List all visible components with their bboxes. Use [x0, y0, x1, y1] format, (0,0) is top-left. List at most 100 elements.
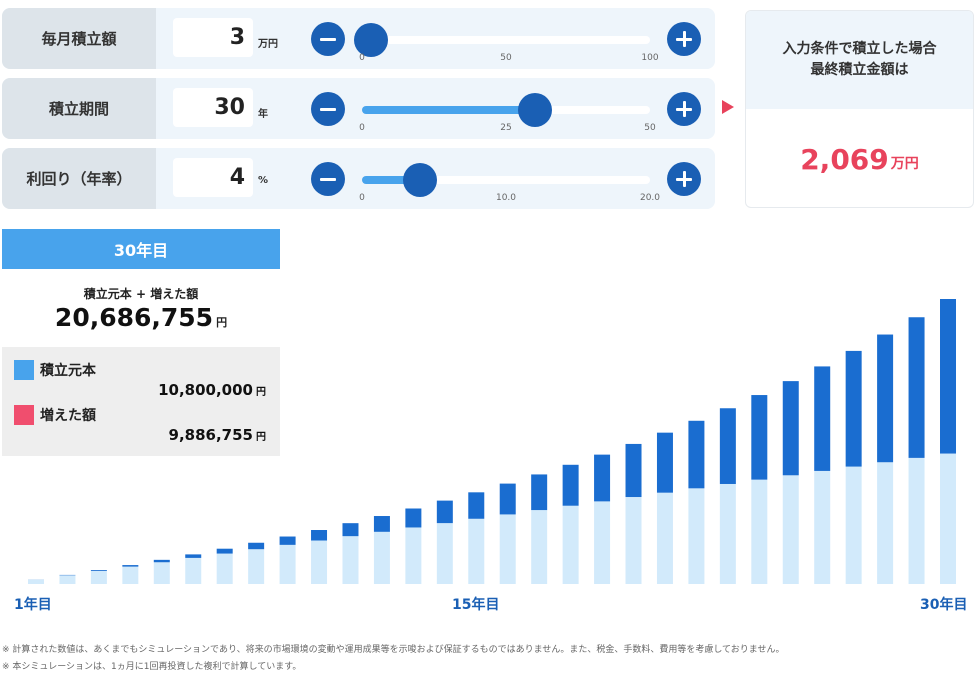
result-box: 入力条件で積立した場合 最終積立金額は 2,069 万円 [745, 10, 974, 208]
monthly-amount-input[interactable]: 3 [173, 18, 253, 57]
x-label-first: 1年目 [14, 597, 52, 613]
bar-principal-19 [594, 501, 611, 584]
arrow-right-icon [722, 100, 734, 114]
bar-principal-23 [719, 483, 736, 584]
bar-principal-14 [436, 523, 453, 584]
yield-minus-button[interactable] [311, 162, 345, 196]
gain-value-number: 9,886,755 [168, 426, 253, 444]
period-input[interactable]: 30 [173, 88, 253, 127]
bar-principal-27 [845, 466, 862, 584]
bar-gain-26 [814, 366, 831, 471]
bar-principal-22 [688, 488, 705, 584]
summary-total-value: 20,686,755 [54, 303, 214, 332]
bar-principal-3 [90, 570, 107, 584]
bar-gain-8 [248, 542, 265, 550]
bar-gain-28 [877, 334, 894, 463]
bar-gain-18 [562, 464, 579, 506]
monthly-amount-slider-thumb[interactable] [353, 23, 388, 57]
result-heading-line1: 入力条件で積立した場合 [782, 41, 937, 57]
period-slider-thumb[interactable] [517, 93, 552, 127]
bar-principal-7 [216, 553, 233, 584]
yield-unit: % [258, 175, 269, 186]
bar-gain-6 [185, 554, 202, 558]
summary-total-unit: 円 [216, 316, 228, 329]
monthly-amount-minus-button[interactable] [311, 22, 345, 56]
period-plus-button[interactable] [667, 92, 701, 126]
year-summary-panel: 30年目 積立元本 + 増えた額 20,686,755 円 積立元本 10,800… [2, 229, 280, 456]
bar-gain-10 [311, 530, 328, 541]
minus-icon [320, 37, 336, 41]
gain-value-unit: 円 [256, 432, 266, 443]
bar-principal-11 [342, 536, 359, 584]
x-label-last: 30年目 [920, 597, 968, 613]
period-tick-mid: 25 [500, 123, 512, 133]
yield-slider[interactable] [362, 163, 650, 197]
bar-gain-23 [719, 408, 736, 484]
bar-principal-4 [122, 566, 139, 584]
bar-principal-29 [908, 457, 925, 584]
yield-tick-min: 0 [359, 193, 365, 203]
bar-principal-28 [877, 462, 894, 584]
calculation-note: ※ 本シミュレーションは、1ヵ月に1回再投資した複利で計算しています。 [2, 662, 302, 672]
bar-gain-7 [216, 548, 233, 554]
gain-legend-swatch [14, 405, 34, 425]
principal-legend-swatch [14, 360, 34, 380]
bar-gain-24 [751, 395, 768, 480]
plus-icon-vertical [682, 171, 686, 187]
period-row: 積立期間 30 年 0 25 50 [2, 78, 715, 139]
principal-legend-label: 積立元本 [40, 363, 96, 379]
bar-principal-25 [782, 475, 799, 584]
monthly-amount-plus-button[interactable] [667, 22, 701, 56]
summary-total: 20,686,755 円 [2, 303, 280, 332]
bar-principal-13 [405, 527, 422, 584]
bar-gain-9 [279, 536, 296, 545]
bar-principal-21 [656, 492, 673, 584]
summary-total-label: 積立元本 + 増えた額 [83, 287, 199, 301]
monthly-amount-tick-max: 100 [641, 53, 659, 63]
monthly-amount-unit: 万円 [258, 39, 278, 50]
bar-gain-16 [499, 483, 516, 515]
bar-gain-14 [436, 500, 453, 524]
bar-gain-12 [373, 516, 390, 532]
yield-input[interactable]: 4 [173, 158, 253, 197]
monthly-amount-tick-min: 0 [359, 53, 365, 63]
yield-tick-max: 20.0 [639, 193, 661, 203]
yield-label: 利回り（年率） [2, 148, 156, 209]
yield-plus-button[interactable] [667, 162, 701, 196]
period-slider-fill [362, 106, 539, 114]
bar-gain-13 [405, 508, 422, 528]
plus-icon-vertical [682, 101, 686, 117]
bar-principal-6 [185, 557, 202, 584]
bar-principal-26 [814, 470, 831, 584]
yield-slider-thumb[interactable] [402, 163, 437, 197]
bar-gain-25 [782, 381, 799, 476]
monthly-amount-slider[interactable] [353, 23, 650, 57]
bar-gain-22 [688, 420, 705, 489]
bar-principal-15 [468, 518, 485, 584]
period-tick-max: 50 [644, 123, 656, 133]
monthly-amount-label: 毎月積立額 [2, 8, 156, 69]
bar-principal-10 [311, 540, 328, 584]
bar-gain-4 [122, 565, 139, 567]
result-heading: 入力条件で積立した場合 最終積立金額は [746, 11, 973, 109]
period-slider[interactable] [362, 93, 650, 127]
monthly-amount-tick-mid: 50 [500, 53, 512, 63]
stacked-bar-chart [28, 299, 956, 584]
yield-row: 利回り（年率） 4 % 0 10.0 20.0 [2, 148, 715, 209]
bar-principal-24 [751, 479, 768, 584]
bar-gain-29 [908, 317, 925, 458]
bar-gain-5 [153, 559, 170, 563]
disclaimer-note: ※ 計算された数値は、あくまでもシミュレーションであり、将来の市場環境の変動や運… [2, 645, 785, 655]
plus-icon-vertical [682, 31, 686, 47]
bar-principal-30 [940, 453, 956, 584]
principal-value: 10,800,000 円 [158, 381, 266, 399]
bar-principal-12 [373, 531, 390, 584]
minus-icon [320, 107, 336, 111]
yield-slider-fill [362, 176, 424, 184]
principal-value-unit: 円 [256, 387, 266, 398]
bar-gain-21 [656, 432, 673, 493]
gain-value: 9,886,755 円 [169, 426, 266, 444]
period-minus-button[interactable] [311, 92, 345, 126]
gain-legend-label: 増えた額 [40, 408, 96, 424]
bar-gain-19 [594, 454, 611, 502]
